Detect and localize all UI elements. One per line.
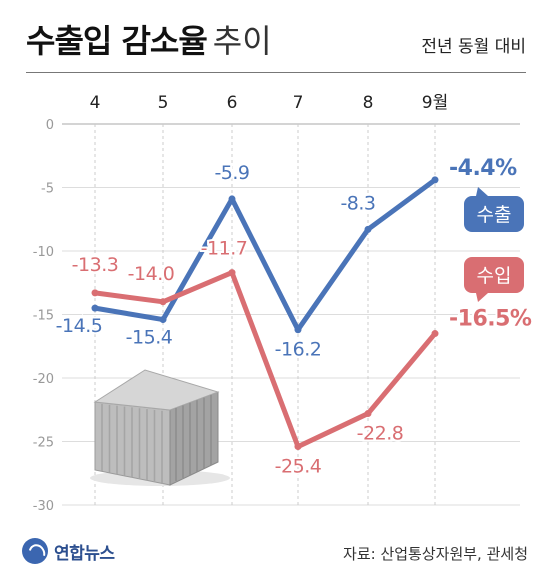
data-label: -15.4 (126, 327, 173, 349)
title-light: 추이 (212, 22, 272, 60)
data-point (159, 316, 167, 324)
legend-badge-import (464, 257, 524, 293)
data-label: -14.0 (128, 263, 175, 285)
data-point (228, 269, 236, 277)
data-label: -13.3 (72, 254, 119, 276)
source-text: 자료: 산업통상자원부, 관세청 (343, 545, 528, 563)
series-line-import (92, 270, 438, 450)
y-tick-label: -15 (33, 309, 54, 324)
x-tick-label: 4 (90, 93, 101, 113)
data-label: -14.5 (56, 315, 103, 337)
data-label: -16.5% (449, 307, 532, 332)
x-tick-label: 8 (363, 93, 374, 113)
data-point (364, 410, 372, 418)
data-point (364, 225, 372, 233)
data-point (91, 304, 99, 312)
logo-text: 연합뉴스 (54, 543, 115, 564)
container-top (93, 369, 220, 411)
data-point (431, 176, 439, 184)
yonhap-logo: 연합뉴스 (22, 538, 115, 564)
data-point (431, 330, 439, 338)
legend-label: 수입 (477, 265, 512, 287)
data-label: -5.9 (214, 162, 249, 184)
data-label: -22.8 (357, 423, 404, 445)
data-label: -11.7 (201, 238, 248, 260)
y-tick-label: 0 (46, 118, 54, 133)
chart-subtitle: 전년 동월 대비 (421, 37, 526, 57)
y-tick-label: -30 (33, 499, 54, 514)
y-tick-label: -5 (41, 182, 54, 197)
data-label: -4.4% (449, 156, 517, 181)
data-point (91, 289, 99, 297)
data-point (294, 443, 302, 451)
data-label: -25.4 (275, 456, 322, 478)
title-bold: 수출입 감소율 (26, 22, 208, 60)
data-point (228, 195, 236, 203)
data-label: -16.2 (275, 339, 322, 361)
y-tick-label: -10 (33, 245, 54, 260)
data-point (159, 298, 167, 306)
chart-title: 수출입 감소율 추이 (26, 16, 272, 62)
shipping-container-illustration (90, 369, 230, 486)
legend-badge-tail (476, 293, 488, 302)
x-tick-label: 9월 (422, 93, 448, 113)
y-tick-label: -25 (33, 436, 54, 451)
logo-icon (22, 538, 48, 564)
legend-badge-export (464, 196, 524, 232)
y-tick-label: -20 (33, 372, 54, 387)
x-tick-label: 7 (293, 93, 304, 113)
series-line-export (92, 177, 438, 333)
data-label: -8.3 (340, 192, 375, 214)
x-tick-label: 6 (227, 93, 238, 113)
legend-badge-tail (476, 187, 488, 196)
data-point (294, 326, 302, 334)
x-tick-label: 5 (158, 93, 169, 113)
header-divider (26, 72, 526, 73)
legend-label: 수출 (477, 204, 512, 226)
